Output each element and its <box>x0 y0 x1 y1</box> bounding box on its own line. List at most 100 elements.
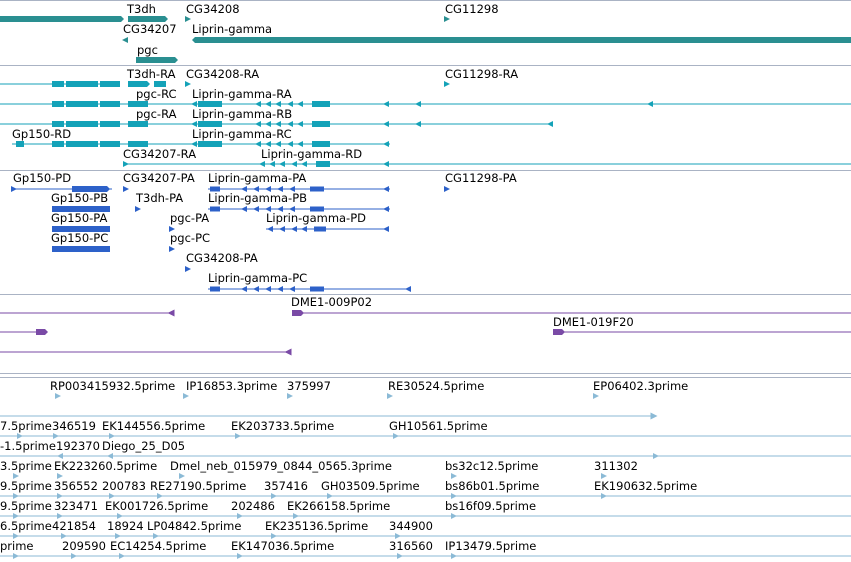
feature-label-p-cg11298-pa[interactable]: CG11298-PA <box>445 171 517 185</box>
exon-block <box>52 246 110 252</box>
strand-arrow-left <box>265 121 271 127</box>
exon-block <box>100 101 120 107</box>
feature-label-e-311302[interactable]: 311302 <box>594 459 638 473</box>
feature-label-e-209590[interactable]: 209590 <box>62 539 106 553</box>
feature-label-e-gh03509[interactable]: GH03509.5prime <box>321 479 420 493</box>
exon-block-arrow <box>553 329 565 335</box>
strand-arrow-left <box>277 206 283 212</box>
strand-arrow-left <box>287 141 293 147</box>
feature-label-e-ek235136[interactable]: EK235136.5prime <box>265 519 369 533</box>
feature-label-c-dme1-019f20[interactable]: DME1-019F20 <box>553 315 634 329</box>
feature-label-e-r2-a[interactable]: 7.5prime <box>0 419 52 433</box>
feature-label-g-pgc[interactable]: pgc <box>137 43 158 57</box>
feature-label-e-ek001726[interactable]: EK001726.5prime <box>105 499 209 513</box>
feature-label-t-cg34207-ra[interactable]: CG34207-RA <box>123 147 197 161</box>
exon-block <box>66 81 98 87</box>
feature-label-p-gp150-pc[interactable]: Gp150-PC <box>51 231 109 245</box>
strand-arrow-right <box>650 412 658 420</box>
feature-label-t-pgc-rc[interactable]: pgc-RC <box>136 87 177 101</box>
feature-label-e-dmel-neb[interactable]: Dmel_neb_015979_0844_0565.3prime <box>170 459 392 473</box>
feature-label-e-356552[interactable]: 356552 <box>54 479 98 493</box>
feature-label-e-192370[interactable]: 192370 <box>56 439 100 453</box>
feature-label-e-421854[interactable]: 421854 <box>52 519 96 533</box>
feature-label-p-gp150-pd[interactable]: Gp150-PD <box>13 171 72 185</box>
feature-label-p-pgc-pa[interactable]: pgc-PA <box>170 211 210 225</box>
feature-label-e-ek223260[interactable]: EK223260.5prime <box>54 459 158 473</box>
feature-label-t-pgc-ra[interactable]: pgc-RA <box>136 107 177 121</box>
feature-label-t-cg34208-ra[interactable]: CG34208-RA <box>186 67 260 81</box>
feature-label-e-344900[interactable]: 344900 <box>389 519 433 533</box>
feature-label-e-316560[interactable]: 316560 <box>389 539 433 553</box>
feature-label-e-ek190632[interactable]: EK190632.5prime <box>594 479 698 493</box>
feature-label-t-liprin-rd[interactable]: Liprin-gamma-RD <box>261 147 363 161</box>
feature-label-p-liprin-pc[interactable]: Liprin-gamma-PC <box>208 271 308 285</box>
feature-label-c-dme1-009p02[interactable]: DME1-009P02 <box>291 295 373 309</box>
strand-arrow-right <box>123 186 129 192</box>
strand-arrow-left <box>241 286 247 292</box>
feature-label-e-357416[interactable]: 357416 <box>264 479 308 493</box>
feature-label-t-gp150-rd[interactable]: Gp150-RD <box>12 127 72 141</box>
exon-block-arrow <box>72 186 110 192</box>
exon-block <box>66 121 98 127</box>
feature-label-g-liprin[interactable]: Liprin-gamma <box>192 22 273 36</box>
feature-label-e-ep06402[interactable]: EP06402.3prime <box>593 379 689 393</box>
feature-label-e-bs32c12[interactable]: bs32c12.5prime <box>445 459 539 473</box>
feature-label-t-t3dh-ra[interactable]: T3dh-RA <box>127 67 176 81</box>
feature-label-p-pgc-pc[interactable]: pgc-PC <box>170 231 211 245</box>
feature-label-p-liprin-pb[interactable]: Liprin-gamma-PB <box>208 191 308 205</box>
feature-label-t-liprin-ra[interactable]: Liprin-gamma-RA <box>192 87 292 101</box>
strand-arrow-left <box>277 286 283 292</box>
feature-label-p-gp150-pa[interactable]: Gp150-PA <box>51 211 108 225</box>
feature-label-e-202486[interactable]: 202486 <box>231 499 275 513</box>
strand-arrow-left <box>265 206 271 212</box>
feature-label-e-re27190[interactable]: RE27190.5prime <box>150 479 247 493</box>
feature-label-e-diego[interactable]: Diego_25_D05 <box>102 439 186 453</box>
strand-arrow-left <box>405 286 411 292</box>
feature-label-e-ek144556[interactable]: EK144556.5prime <box>102 419 206 433</box>
feature-label-e-rp003415932[interactable]: RP003415932.5prime <box>50 379 176 393</box>
strand-arrow-left <box>253 286 259 292</box>
feature-label-p-cg34208-pa[interactable]: CG34208-PA <box>186 251 258 265</box>
feature-label-e-r8-a[interactable]: prime <box>0 539 34 553</box>
feature-label-g-cg34207[interactable]: CG34207 <box>123 22 177 36</box>
feature-label-e-bs86b01[interactable]: bs86b01.5prime <box>445 479 540 493</box>
feature-label-e-346519[interactable]: 346519 <box>52 419 96 433</box>
strand-arrow-right <box>135 206 141 212</box>
feature-label-e-bs16f09[interactable]: bs16f09.5prime <box>445 499 537 513</box>
feature-label-e-lp04842[interactable]: LP04842.5prime <box>147 519 242 533</box>
feature-label-t-liprin-rb[interactable]: Liprin-gamma-RB <box>192 107 293 121</box>
strand-arrow-left <box>383 186 389 192</box>
feature-label-g-t3dh[interactable]: T3dh <box>127 2 156 16</box>
feature-label-e-r5-a[interactable]: 9.5prime <box>0 479 52 493</box>
feature-label-t-cg11298-ra[interactable]: CG11298-RA <box>445 67 519 81</box>
feature-label-e-r6-a[interactable]: 9.5prime <box>0 499 52 513</box>
feature-label-g-cg11298[interactable]: CG11298 <box>445 2 499 16</box>
strand-arrow-right <box>169 246 175 252</box>
feature-label-g-cg34208[interactable]: CG34208 <box>186 2 240 16</box>
feature-label-e-ek266158[interactable]: EK266158.5prime <box>287 499 391 513</box>
feature-label-e-ip13479[interactable]: IP13479.5prime <box>445 539 537 553</box>
feature-label-p-liprin-pd[interactable]: Liprin-gamma-PD <box>266 211 367 225</box>
feature-label-e-ec14254[interactable]: EC14254.5prime <box>110 539 207 553</box>
feature-label-e-ek203733[interactable]: EK203733.5prime <box>231 419 335 433</box>
feature-label-p-liprin-pa[interactable]: Liprin-gamma-PA <box>208 171 307 185</box>
feature-label-e-323471[interactable]: 323471 <box>54 499 98 513</box>
feature-label-e-gh10561[interactable]: GH10561.5prime <box>389 419 488 433</box>
feature-label-e-re30524[interactable]: RE30524.5prime <box>388 379 485 393</box>
feature-label-p-gp150-pb[interactable]: Gp150-PB <box>51 191 109 205</box>
feature-label-t-liprin-rc[interactable]: Liprin-gamma-RC <box>192 127 292 141</box>
exon-block <box>312 101 330 107</box>
feature-label-e-200783[interactable]: 200783 <box>102 479 146 493</box>
feature-label-e-ek147036[interactable]: EK147036.5prime <box>231 539 335 553</box>
feature-label-p-t3dh-pa[interactable]: T3dh-PA <box>136 191 184 205</box>
feature-label-e-ip16853[interactable]: IP16853.3prime <box>186 379 278 393</box>
feature-label-e-r4-a[interactable]: 3.5prime <box>0 459 52 473</box>
feature-label-e-r3-a[interactable]: -1.5prime <box>0 439 56 453</box>
feature-label-p-cg34207-pa[interactable]: CG34207-PA <box>123 171 195 185</box>
strand-arrow-left <box>275 121 281 127</box>
feature-label-e-r7-a[interactable]: 6.5prime <box>0 519 52 533</box>
feature-label-e-18924[interactable]: 18924 <box>107 519 144 533</box>
feature-label-e-375997[interactable]: 375997 <box>287 379 331 393</box>
exon-block <box>136 101 144 107</box>
